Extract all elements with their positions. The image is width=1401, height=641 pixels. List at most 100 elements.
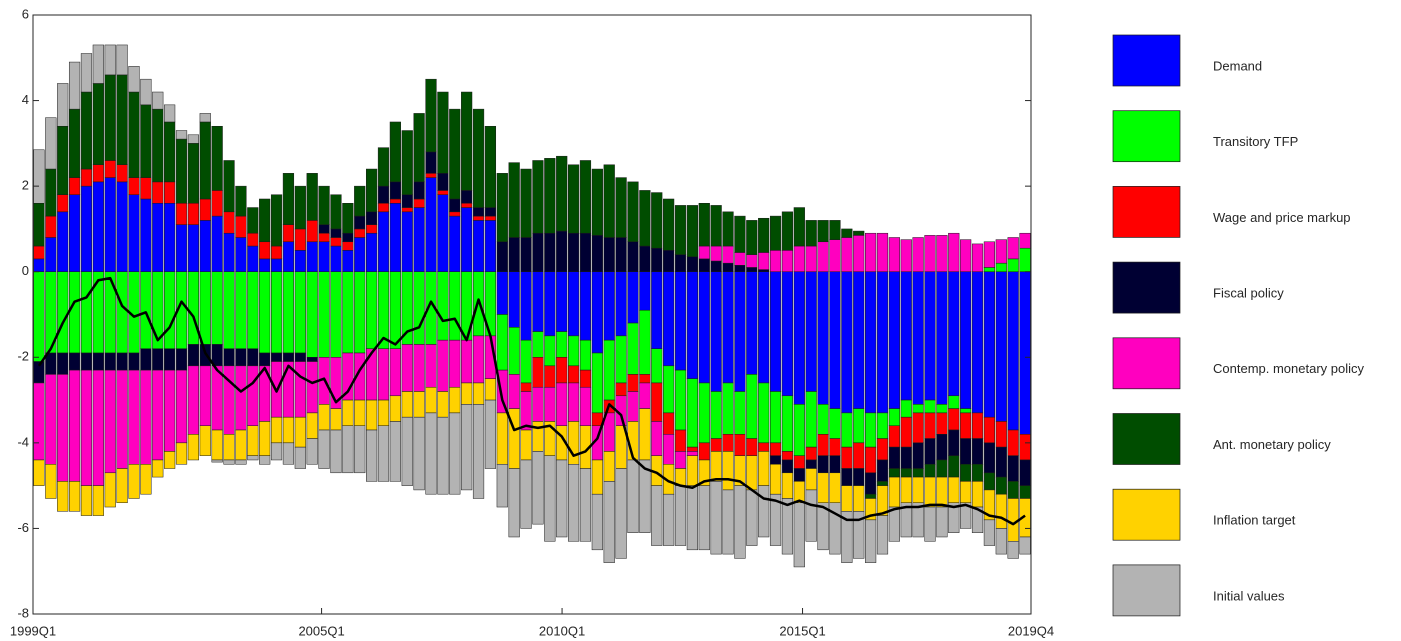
- bar-segment: [140, 369, 152, 465]
- bar-segment: [995, 239, 1007, 264]
- bar-segment: [116, 352, 128, 371]
- bar-segment: [900, 399, 912, 418]
- bar-segment: [781, 250, 794, 272]
- bar-segment: [437, 173, 449, 191]
- bar-segment: [401, 416, 413, 486]
- bar-segment: [520, 339, 532, 384]
- bar-segment: [496, 271, 508, 315]
- bar-segment: [710, 245, 722, 262]
- bar-segment: [936, 412, 948, 435]
- bar-segment: [104, 160, 116, 178]
- bar-segment: [377, 348, 390, 401]
- bar-segment: [401, 194, 413, 208]
- bar-segment: [710, 481, 722, 555]
- bar-segment: [567, 271, 580, 337]
- bar-segment: [187, 224, 199, 272]
- bar-segment: [805, 391, 817, 448]
- bar-segment: [413, 181, 425, 200]
- bar-segment: [57, 352, 69, 375]
- bar-segment: [686, 271, 698, 379]
- bar-segment: [449, 339, 461, 388]
- bar-segment: [841, 412, 853, 448]
- bar-segment: [663, 198, 675, 251]
- bar-segment: [900, 271, 912, 401]
- bar-segment: [758, 269, 770, 272]
- bar-segment: [853, 442, 865, 469]
- bar-segment: [318, 429, 330, 469]
- bar-segment: [603, 237, 615, 272]
- bar-segment: [80, 53, 93, 93]
- bar-segment: [1019, 459, 1031, 486]
- bar-segment: [449, 215, 461, 272]
- bar-segment: [615, 237, 627, 272]
- bar-segment: [318, 404, 330, 431]
- bar-segment: [104, 44, 116, 76]
- bar-segment: [282, 352, 295, 362]
- bar-segment: [841, 446, 853, 469]
- bar-segment: [175, 224, 188, 272]
- bar-segment: [924, 438, 936, 465]
- bar-segment: [651, 348, 663, 384]
- bar-segment: [591, 235, 603, 272]
- bar-segment: [140, 78, 152, 106]
- bar-segment: [627, 181, 639, 243]
- bar-segment: [639, 408, 651, 461]
- bar-segment: [591, 168, 603, 236]
- bar-segment: [187, 365, 199, 435]
- bar-segment: [508, 468, 520, 538]
- bar-segment: [639, 382, 651, 409]
- bar-segment: [199, 220, 211, 272]
- bar-segment: [270, 258, 283, 272]
- bar-segment: [603, 481, 615, 563]
- bar-segment: [223, 211, 235, 234]
- bar-segment: [425, 177, 437, 272]
- bar-segment: [817, 455, 829, 474]
- bar-segment: [223, 271, 235, 349]
- legend-label: Ant. monetary policy: [1213, 437, 1331, 452]
- bar-segment: [401, 207, 413, 213]
- bar-segment: [175, 348, 188, 371]
- bar-segment: [960, 464, 972, 482]
- bar-segment: [591, 493, 603, 551]
- bar-segment: [437, 190, 449, 195]
- bar-segment: [960, 502, 972, 529]
- bar-segment: [484, 207, 497, 217]
- bar-segment: [651, 421, 663, 456]
- bar-segment: [306, 241, 318, 272]
- bar-segment: [92, 369, 104, 486]
- bar-segment: [746, 455, 758, 491]
- bar-segment: [781, 271, 794, 397]
- bar-segment: [888, 425, 900, 448]
- y-tick-label: -4: [17, 434, 29, 449]
- bar-segment: [164, 369, 176, 452]
- bar-segment: [152, 348, 164, 371]
- bar-segment: [876, 459, 889, 482]
- bar-segment: [425, 386, 437, 414]
- bar-segment: [318, 241, 330, 272]
- bar-segment: [496, 241, 508, 272]
- bar-segment: [401, 344, 413, 392]
- bar-segment: [68, 177, 81, 195]
- bar-segment: [461, 203, 473, 208]
- bar-segment: [1019, 434, 1031, 461]
- bar-segment: [817, 434, 829, 456]
- bar-segment: [152, 369, 164, 461]
- bar-segment: [674, 485, 687, 546]
- bar-segment: [579, 232, 592, 272]
- bar-segment: [615, 177, 627, 238]
- bar-segment: [924, 476, 936, 508]
- bar-segment: [294, 228, 306, 251]
- bar-segment: [389, 271, 401, 349]
- bar-segment: [342, 271, 354, 354]
- bar-segment: [318, 224, 330, 234]
- bar-segment: [912, 468, 924, 478]
- bar-segment: [57, 83, 69, 127]
- x-tick-label: 2005Q1: [298, 623, 344, 638]
- bar-segment: [199, 425, 211, 456]
- bar-segment: [259, 258, 271, 272]
- bar-segment: [805, 271, 817, 392]
- bar-segment: [270, 416, 283, 444]
- bar-segment: [758, 382, 770, 444]
- bar-segment: [247, 455, 259, 461]
- bar-segment: [401, 211, 413, 272]
